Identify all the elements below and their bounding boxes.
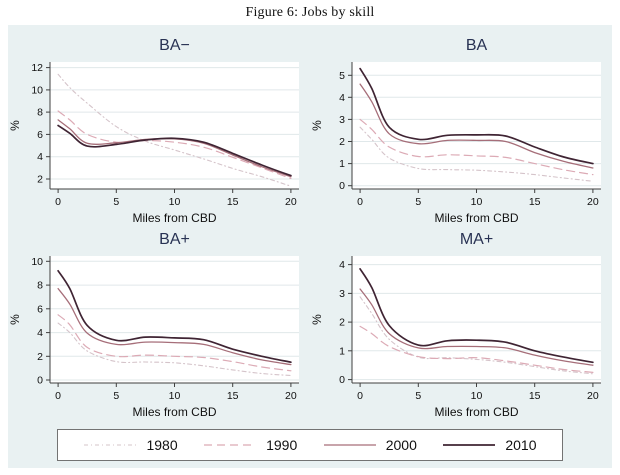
panel-plot-ma-plus: 0 1 2 3 4 0 5 10 15 20 Miles from CBD% [310, 256, 601, 419]
panel-ba-minus: BA− 2 4 6 8 10 12 0 5 10 15 20 Miles from CBD% [8, 35, 310, 229]
graph-region: BA− 2 4 6 8 10 12 0 5 10 15 20 Miles from CBD% BA 0… [8, 25, 612, 468]
legend-entry-1990: 1990 [203, 437, 297, 453]
panel-title-ma-plus: MA+ [459, 231, 494, 248]
legend-label-1980: 1980 [146, 437, 178, 453]
svg-text:6: 6 [37, 129, 43, 141]
legend-entry-1980: 1980 [83, 437, 178, 453]
legend-entry-2010: 2010 [442, 437, 537, 453]
svg-text:10: 10 [169, 390, 181, 402]
svg-text:15: 15 [529, 390, 541, 402]
svg-text:0: 0 [37, 375, 43, 387]
panel-plot-ba-minus: 2 4 6 8 10 12 0 5 10 15 20 Miles from CBD% [8, 62, 299, 225]
legend-line-sample-2000 [323, 444, 376, 446]
panel-ma-plus: MA+ 0 1 2 3 4 0 5 10 15 20 Miles from CBD% [310, 229, 612, 423]
svg-text:2: 2 [339, 317, 345, 329]
panel-plot-ba-plus: 0 2 4 6 8 10 0 5 10 15 20 Miles from CBD% [8, 256, 299, 419]
svg-text:15: 15 [227, 196, 239, 208]
svg-text:10: 10 [471, 196, 483, 208]
svg-text:12: 12 [31, 62, 43, 74]
svg-text:0: 0 [339, 374, 345, 386]
svg-text:1: 1 [339, 345, 345, 357]
svg-text:5: 5 [113, 196, 119, 208]
svg-text:0: 0 [357, 390, 363, 402]
legend-label-1990: 1990 [266, 437, 298, 453]
legend: 1980 1990 2000 2010 [57, 429, 563, 461]
legend-line-sample-2010 [443, 444, 496, 446]
legend-line-sample-1990 [204, 444, 257, 446]
panels-grid: BA− 2 4 6 8 10 12 0 5 10 15 20 Miles from CBD% BA 0… [8, 25, 612, 423]
legend-entry-2000: 2000 [323, 437, 417, 453]
svg-text:Miles from CBD: Miles from CBD [434, 405, 518, 419]
svg-text:5: 5 [339, 70, 345, 82]
svg-text:10: 10 [31, 256, 43, 268]
svg-text:%: % [310, 314, 324, 325]
svg-text:20: 20 [587, 196, 599, 208]
svg-text:%: % [8, 314, 22, 325]
svg-text:%: % [310, 120, 324, 131]
svg-text:4: 4 [339, 259, 345, 271]
svg-text:20: 20 [285, 196, 297, 208]
svg-text:8: 8 [37, 107, 43, 119]
svg-text:3: 3 [339, 288, 345, 300]
svg-text:0: 0 [55, 196, 61, 208]
panel-ba-plus: BA+ 0 2 4 6 8 10 0 5 10 15 20 Miles from CBD% [8, 229, 310, 423]
svg-text:10: 10 [31, 84, 43, 96]
svg-text:2: 2 [37, 351, 43, 363]
svg-text:0: 0 [339, 180, 345, 192]
panel-title-ba-minus: BA− [159, 37, 190, 54]
svg-text:Miles from CBD: Miles from CBD [434, 211, 518, 225]
svg-text:8: 8 [37, 280, 43, 292]
panel-title-ba-plus: BA+ [159, 231, 190, 248]
svg-text:0: 0 [357, 196, 363, 208]
svg-text:4: 4 [339, 92, 345, 104]
svg-text:20: 20 [285, 390, 297, 402]
svg-text:4: 4 [37, 151, 43, 163]
svg-text:15: 15 [529, 196, 541, 208]
svg-text:5: 5 [415, 390, 421, 402]
svg-text:3: 3 [339, 114, 345, 126]
svg-text:%: % [8, 120, 22, 131]
legend-line-sample-1980 [84, 444, 137, 446]
panel-plot-ba: 0 1 2 3 4 5 0 5 10 15 20 Miles from CBD% [310, 62, 601, 225]
svg-text:0: 0 [55, 390, 61, 402]
svg-text:10: 10 [471, 390, 483, 402]
svg-text:6: 6 [37, 303, 43, 315]
svg-text:5: 5 [415, 196, 421, 208]
panel-title-ba: BA [465, 37, 488, 54]
panel-ba: BA 0 1 2 3 4 5 0 5 10 15 20 Miles from CBD% [310, 35, 612, 229]
legend-label-2010: 2010 [505, 437, 537, 453]
svg-text:Miles from CBD: Miles from CBD [132, 405, 216, 419]
svg-text:2: 2 [37, 174, 43, 186]
svg-text:1: 1 [339, 158, 345, 170]
svg-text:2: 2 [339, 136, 345, 148]
svg-text:5: 5 [113, 390, 119, 402]
svg-text:Miles from CBD: Miles from CBD [132, 211, 216, 225]
svg-text:4: 4 [37, 327, 43, 339]
legend-label-2000: 2000 [385, 437, 417, 453]
svg-text:20: 20 [587, 390, 599, 402]
svg-text:10: 10 [169, 196, 181, 208]
svg-text:15: 15 [227, 390, 239, 402]
figure-caption: Figure 6: Jobs by skill [245, 5, 375, 20]
